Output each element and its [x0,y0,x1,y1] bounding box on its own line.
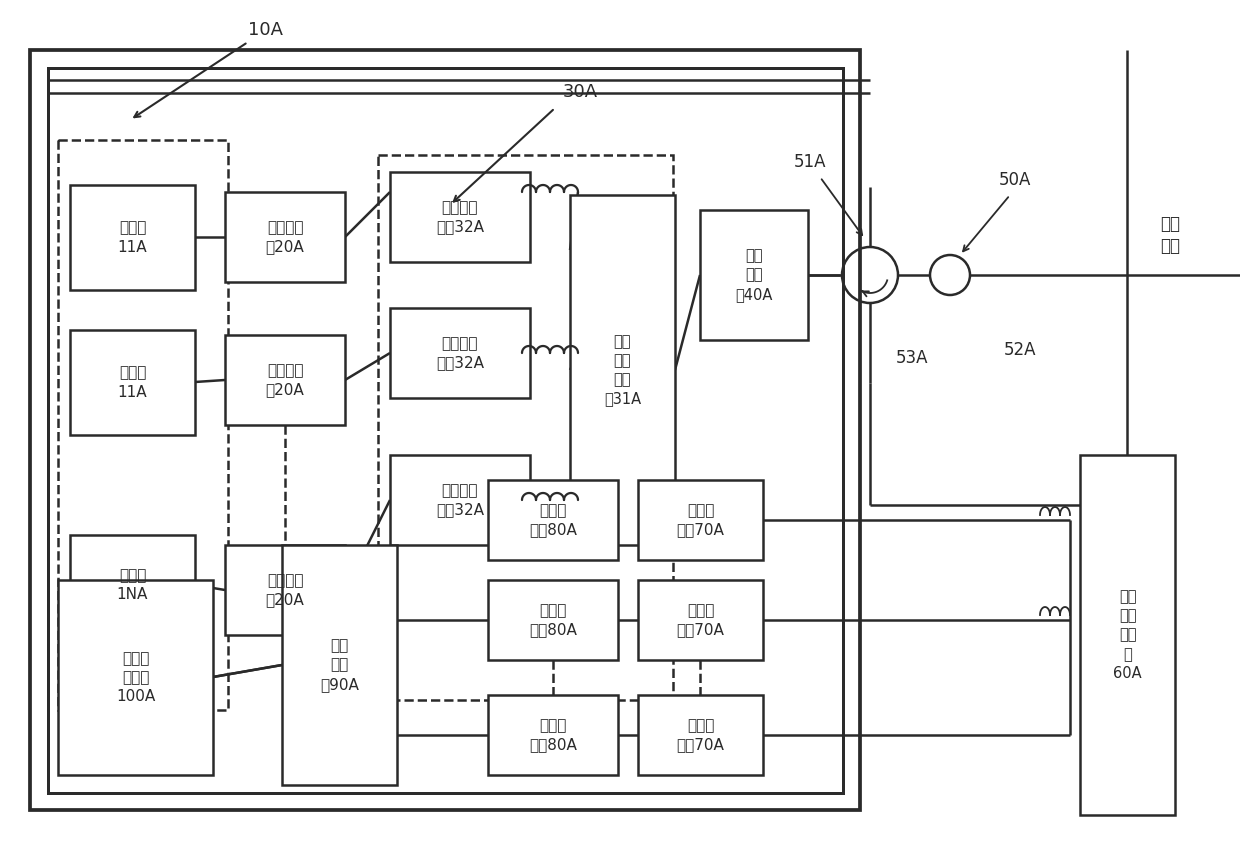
Text: 光电探
测器80A: 光电探 测器80A [529,718,577,752]
Text: 激光器
1NA: 激光器 1NA [117,568,149,602]
Bar [224,192,345,282]
Bar [281,545,397,785]
Text: 光信号调
制器32A: 光信号调 制器32A [436,200,484,234]
Bar [489,480,618,560]
Text: 测试
光纤: 测试 光纤 [1159,215,1180,256]
Bar [570,195,675,545]
Bar [639,695,763,775]
Bar [639,580,763,660]
Text: 激光器
11A: 激光器 11A [118,221,148,255]
Bar [224,335,345,425]
Text: 第二耦
合器70A: 第二耦 合器70A [677,718,724,752]
Bar [69,330,195,435]
Bar [391,172,529,262]
Text: 第一
波分
复用
器31A: 第一 波分 复用 器31A [604,334,641,406]
Bar [489,580,618,660]
Text: 控制分
析模块
100A: 控制分 析模块 100A [115,651,155,705]
Text: 30A: 30A [563,83,598,101]
Bar [391,455,529,545]
Text: 第一耦合
器20A: 第一耦合 器20A [265,220,304,254]
Bar [30,50,861,810]
Text: 第一耦合
器20A: 第一耦合 器20A [265,573,304,607]
Bar [69,535,195,635]
Text: 第一耦合
器20A: 第一耦合 器20A [265,363,304,397]
Bar [48,68,843,793]
Text: 第二耦
合器70A: 第二耦 合器70A [677,603,724,637]
Text: 10A: 10A [248,21,283,39]
Bar [701,210,808,340]
Bar [391,308,529,398]
Text: 激光器
11A: 激光器 11A [118,366,148,400]
Bar [224,545,345,635]
Text: 51A: 51A [794,153,826,171]
Bar [69,185,195,290]
Text: 52A: 52A [1003,341,1037,359]
Text: 53A: 53A [895,349,929,367]
Text: 光信号调
制器32A: 光信号调 制器32A [436,483,484,517]
Text: 50A: 50A [998,171,1032,189]
Bar [58,580,213,775]
Text: 光电探
测器80A: 光电探 测器80A [529,603,577,637]
Text: 光纤
放大
器40A: 光纤 放大 器40A [735,248,773,302]
Bar [489,695,618,775]
Bar [639,480,763,560]
Text: 第二耦
合器70A: 第二耦 合器70A [677,503,724,537]
Text: 光电探
测器80A: 光电探 测器80A [529,503,577,537]
Text: 第二
波分
复用
器
60A: 第二 波分 复用 器 60A [1114,589,1142,681]
Bar [378,155,673,700]
Text: 光信号调
制器32A: 光信号调 制器32A [436,336,484,370]
Bar [58,140,228,710]
Bar [1080,455,1176,815]
Text: 数据
采集
器90A: 数据 采集 器90A [320,638,358,692]
